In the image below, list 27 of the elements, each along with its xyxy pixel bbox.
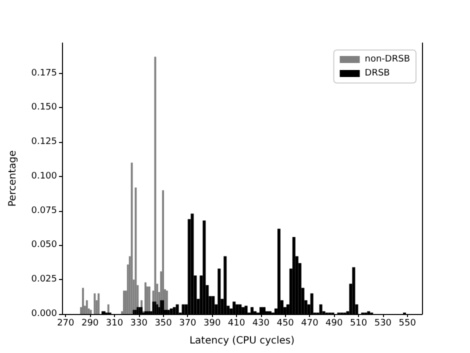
y-tick-label: 0.125 (31, 137, 57, 148)
x-tick-label: 370 (179, 318, 197, 328)
y-tick-label: 0.025 (31, 274, 57, 285)
y-axis-title: Percentage (8, 150, 18, 207)
x-tick-label: 410 (228, 318, 246, 328)
x-tick-label: 390 (204, 318, 221, 328)
legend-label: non-DRSB (364, 54, 410, 64)
x-tick-label: 330 (130, 318, 148, 328)
y-tick-label: 0.050 (31, 240, 58, 250)
y-tick-label: 0.000 (31, 309, 58, 319)
y-tick-label: 0.100 (31, 171, 58, 182)
x-tick-label: 450 (276, 318, 294, 328)
legend-label: DRSB (364, 68, 390, 78)
y-tick-label: 0.175 (31, 68, 57, 78)
x-tick-label: 530 (374, 318, 392, 328)
x-tick-label: 290 (81, 318, 99, 328)
x-axis-title: Latency (CPU cycles) (189, 336, 295, 346)
x-tick-label: 350 (154, 318, 172, 328)
y-tick-label: 0.150 (31, 102, 58, 113)
x-tick-label: 310 (106, 318, 124, 328)
x-tick-label: 430 (252, 318, 270, 328)
y-tick-label: 0.075 (31, 206, 57, 216)
x-tick-label: 550 (398, 318, 416, 328)
x-tick-label: 510 (350, 318, 368, 328)
x-tick-label: 470 (301, 318, 319, 328)
x-tick-label: 270 (57, 318, 75, 328)
x-tick-label: 490 (326, 318, 343, 328)
